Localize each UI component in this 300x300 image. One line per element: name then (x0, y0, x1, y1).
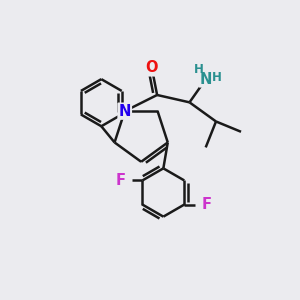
Text: F: F (201, 197, 211, 212)
Text: N: N (118, 104, 131, 119)
Text: N: N (200, 72, 212, 87)
Text: H: H (212, 71, 222, 84)
Text: F: F (116, 173, 125, 188)
Text: O: O (146, 60, 158, 75)
Text: H: H (194, 64, 203, 76)
